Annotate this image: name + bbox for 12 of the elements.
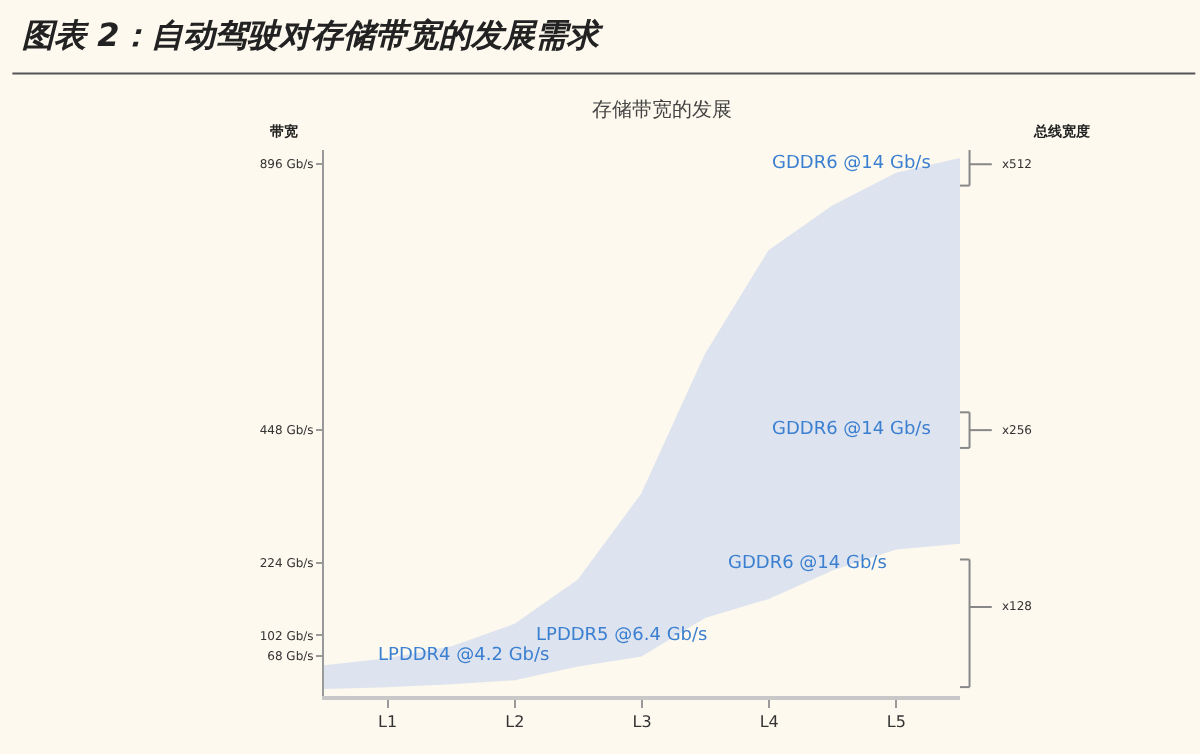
annotation: GDDR6 @14 Gb/s [728,554,888,574]
x-tick-label: L4 [759,713,779,732]
x-tick-label: L2 [505,713,525,732]
annotation: GDDR6 @14 Gb/s [772,420,932,440]
chart-subtitle: 存储带宽的发展 [592,98,732,122]
x-tick-label: L1 [378,713,398,732]
x-tick-label: L3 [632,713,652,732]
chart-title: 图表 2：自动驾驶对存储带宽的发展需求 [22,16,606,54]
annotation: LPDDR5 @6.4 Gb/s [536,626,709,646]
annotation: GDDR6 @14 Gb/s [772,154,932,174]
x-tick-label: L5 [886,713,906,732]
annotation: LPDDR4 @4.2 Gb/s [378,646,551,666]
